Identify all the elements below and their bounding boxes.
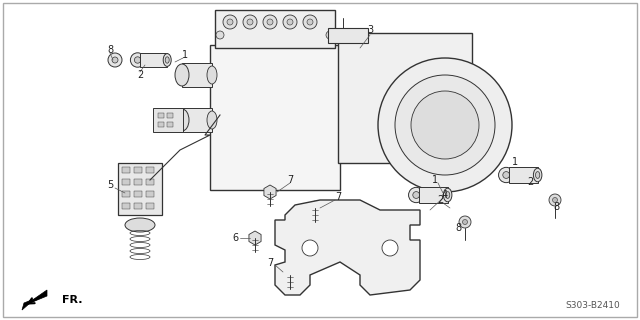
Circle shape [395,75,495,175]
Circle shape [411,91,479,159]
Ellipse shape [134,57,141,63]
Ellipse shape [125,218,155,232]
Ellipse shape [131,53,145,67]
Text: 7: 7 [287,175,293,185]
Bar [134,191,142,197]
Ellipse shape [165,57,169,63]
Ellipse shape [408,187,424,203]
Text: 4: 4 [442,190,448,200]
Polygon shape [284,268,296,282]
Circle shape [227,19,233,25]
Bar [328,28,368,43]
Text: 1: 1 [512,157,518,167]
Ellipse shape [163,53,172,67]
Ellipse shape [536,172,540,179]
Ellipse shape [108,53,122,67]
Text: 1: 1 [182,50,188,60]
Text: 8: 8 [455,223,461,233]
Circle shape [283,15,297,29]
Bar [146,167,154,173]
Bar [210,45,340,190]
Bar [146,179,154,185]
Bar [122,203,130,209]
Polygon shape [309,201,321,215]
Text: 2: 2 [527,177,533,187]
Bar [140,53,167,67]
Bar [419,187,447,203]
Circle shape [243,15,257,29]
Ellipse shape [499,167,514,183]
Ellipse shape [445,192,450,198]
Ellipse shape [413,192,420,198]
Bar [134,203,142,209]
Bar [146,203,154,209]
Ellipse shape [459,216,471,228]
Circle shape [326,31,334,39]
Circle shape [307,19,313,25]
Ellipse shape [207,111,217,129]
Bar [182,63,212,87]
Polygon shape [264,185,276,199]
Bar [122,191,130,197]
Bar [215,10,335,48]
Ellipse shape [552,197,557,203]
Bar [338,33,472,163]
Bar [509,167,538,183]
Text: 8: 8 [107,45,113,55]
Ellipse shape [175,109,189,131]
Bar [158,122,164,127]
Bar [167,113,173,118]
Bar [122,167,130,173]
Text: 7: 7 [335,192,341,202]
Circle shape [247,19,253,25]
Circle shape [267,19,273,25]
Text: 2: 2 [437,195,443,205]
Circle shape [223,15,237,29]
Bar [146,191,154,197]
Ellipse shape [175,64,189,86]
Text: FR.: FR. [62,295,83,305]
Text: 7: 7 [267,258,273,268]
Ellipse shape [444,188,452,202]
Ellipse shape [503,172,509,179]
Text: 8: 8 [553,202,559,212]
Bar [134,167,142,173]
Bar [153,108,183,132]
Bar [118,163,162,215]
Ellipse shape [207,66,217,84]
Text: 1: 1 [432,175,438,185]
Bar [134,179,142,185]
Bar [158,113,164,118]
Bar [182,108,212,132]
Polygon shape [275,200,420,295]
Text: 2: 2 [137,70,143,80]
Circle shape [287,19,293,25]
Circle shape [216,31,224,39]
Text: 3: 3 [367,25,373,35]
Circle shape [382,240,398,256]
Text: 6: 6 [232,233,238,243]
Bar [122,179,130,185]
Ellipse shape [112,57,118,63]
Polygon shape [249,231,261,245]
Bar [167,122,173,127]
Circle shape [303,15,317,29]
Bar [340,75,360,160]
Circle shape [263,15,277,29]
Circle shape [302,240,318,256]
Polygon shape [22,290,47,310]
Text: 5: 5 [107,180,113,190]
Ellipse shape [533,168,542,182]
Circle shape [378,58,512,192]
Ellipse shape [549,194,561,206]
Ellipse shape [463,220,467,225]
Text: S303-B2410: S303-B2410 [565,301,620,310]
